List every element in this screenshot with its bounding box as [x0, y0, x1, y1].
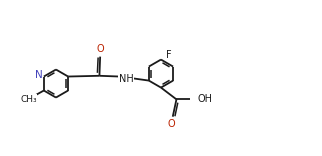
Text: NH: NH [118, 74, 133, 85]
Text: F: F [166, 50, 172, 60]
Text: CH₃: CH₃ [20, 95, 37, 103]
Text: O: O [167, 119, 175, 129]
Text: OH: OH [197, 94, 213, 104]
Text: N: N [35, 70, 43, 80]
Text: O: O [97, 44, 104, 54]
